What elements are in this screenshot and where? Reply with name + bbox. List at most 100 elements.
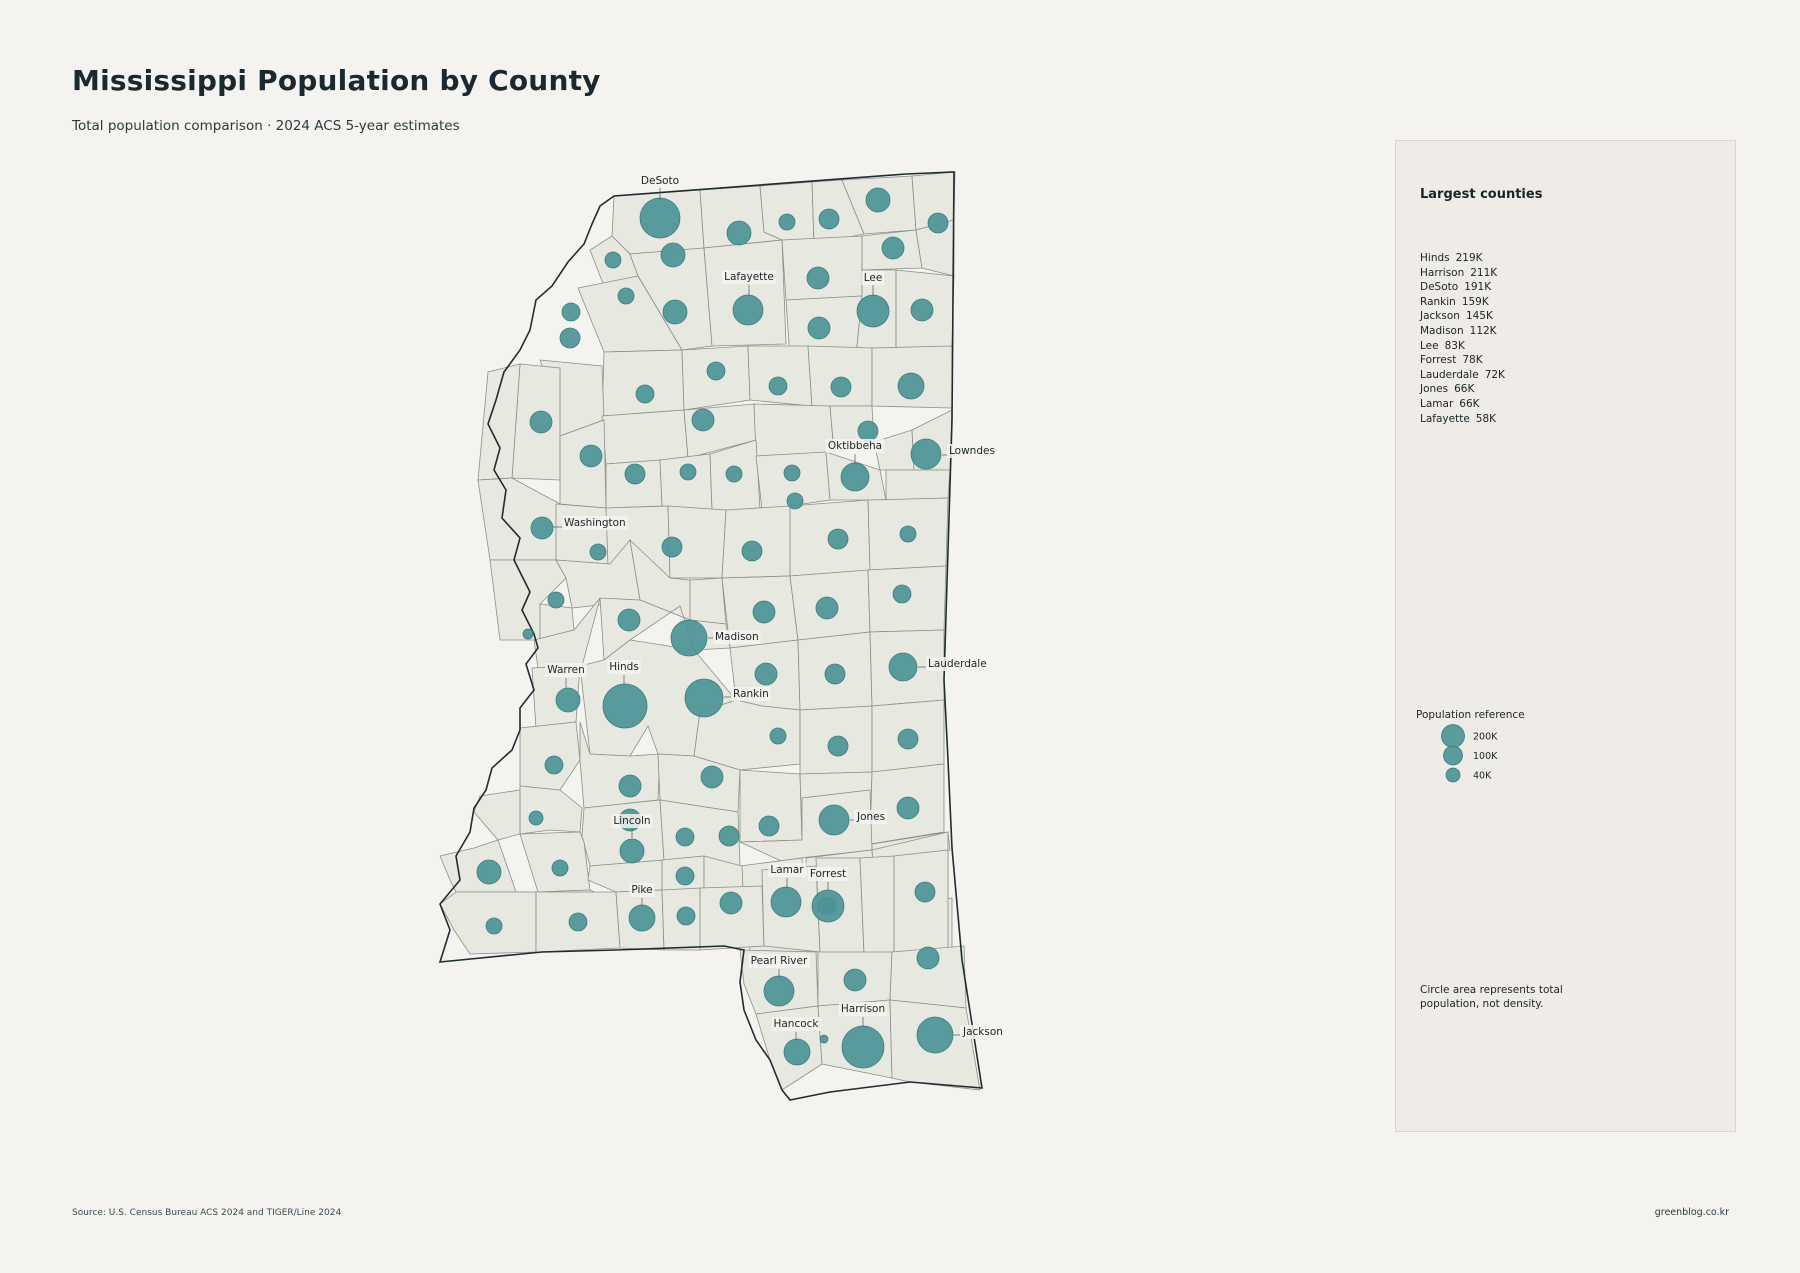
county-bubble[interactable] [830, 376, 852, 398]
county-bubble[interactable] [661, 536, 683, 558]
county-bubble[interactable] [786, 492, 804, 510]
county-bubble[interactable] [741, 540, 763, 562]
county-bubble[interactable] [916, 946, 940, 970]
county-bubble[interactable] [778, 213, 796, 231]
county-bubble[interactable] [927, 212, 949, 234]
county-bubble[interactable] [824, 663, 846, 685]
county-label: Harrison [841, 1003, 885, 1015]
county-bubble[interactable] [628, 904, 656, 932]
site-credit[interactable]: greenblog.co.kr [1654, 1207, 1729, 1218]
county-bubble[interactable] [827, 735, 849, 757]
county-bubble[interactable] [700, 765, 724, 789]
county-bubble[interactable] [818, 208, 840, 230]
county-bubble[interactable] [892, 584, 912, 604]
largest-county-item: DeSoto 191K [1420, 280, 1505, 295]
county-bubble[interactable] [639, 197, 681, 239]
county-bubble[interactable] [888, 652, 918, 682]
page-subtitle: Total population comparison · 2024 ACS 5… [72, 118, 460, 134]
county-bubble[interactable] [660, 242, 686, 268]
county-bubble[interactable] [617, 287, 635, 305]
label-background [731, 687, 771, 701]
county-population: 159K [1461, 295, 1489, 308]
county-bubble[interactable] [604, 251, 622, 269]
county-label: Oktibbeha [828, 440, 882, 452]
county-population: 211K [1470, 266, 1498, 279]
county-bubble[interactable] [726, 220, 752, 246]
county-bubble[interactable] [865, 187, 891, 213]
county-bubble[interactable] [897, 372, 925, 400]
largest-county-item: Rankin 159K [1420, 295, 1505, 310]
county-bubble[interactable] [691, 408, 715, 432]
county-bubble[interactable] [899, 525, 917, 543]
county-bubble[interactable] [619, 838, 645, 864]
county-bubble[interactable] [916, 1016, 954, 1054]
county-bubble[interactable] [752, 600, 776, 624]
county-bubble[interactable] [840, 462, 870, 492]
county-bubble[interactable] [754, 662, 778, 686]
county-bubble[interactable] [881, 236, 905, 260]
county-bubble[interactable] [670, 619, 708, 657]
county-bubble[interactable] [544, 755, 564, 775]
county-bubble[interactable] [857, 420, 879, 442]
county-bubble[interactable] [579, 444, 603, 468]
county-bubble[interactable] [856, 294, 890, 328]
county-bubble[interactable] [675, 827, 695, 847]
county-population: 72K [1484, 368, 1505, 381]
county-bubble[interactable] [635, 384, 655, 404]
county-bubble[interactable] [769, 727, 787, 745]
county-bubble[interactable] [910, 438, 942, 470]
county-bubble[interactable] [807, 316, 831, 340]
county-bubble[interactable] [476, 859, 502, 885]
county-bubble[interactable] [530, 516, 554, 540]
county-label: Madison [715, 631, 759, 643]
county-bubble[interactable] [783, 464, 801, 482]
county-bubble[interactable] [783, 1038, 811, 1066]
county-label: Lincoln [613, 815, 650, 827]
county-bubble[interactable] [732, 294, 764, 326]
county-bubble[interactable] [522, 628, 534, 640]
county-bubble[interactable] [528, 810, 544, 826]
county-bubble[interactable] [676, 906, 696, 926]
largest-county-item: Lafayette 58K [1420, 412, 1505, 427]
county-bubble[interactable] [559, 327, 581, 349]
county-bubble[interactable] [602, 683, 648, 729]
county-bubble[interactable] [896, 796, 920, 820]
county-bubble[interactable] [806, 266, 830, 290]
county-bubble[interactable] [618, 774, 642, 798]
county-bubble[interactable] [897, 728, 919, 750]
county-bubble[interactable] [770, 886, 802, 918]
county-bubble[interactable] [725, 465, 743, 483]
county-bubble[interactable] [763, 975, 795, 1007]
county-bubble[interactable] [768, 376, 788, 396]
county-bubble[interactable] [485, 917, 503, 935]
county-bubble[interactable] [617, 608, 641, 632]
panel-title: Largest counties [1420, 187, 1543, 202]
reference-bubble [1443, 745, 1463, 766]
county-bubble[interactable] [547, 591, 565, 609]
county-bubble[interactable] [719, 891, 743, 915]
county-bubble[interactable] [914, 881, 936, 903]
county-bubble[interactable] [675, 866, 695, 886]
county-bubble[interactable] [662, 299, 688, 325]
county-bubble[interactable] [555, 687, 581, 713]
county-name: Jackson [1420, 310, 1460, 323]
county-bubble[interactable] [589, 543, 607, 561]
county-bubble[interactable] [568, 912, 588, 932]
county-bubble[interactable] [529, 410, 553, 434]
county-bubble[interactable] [910, 298, 934, 322]
county-bubble[interactable] [811, 889, 845, 923]
county-bubble[interactable] [684, 678, 724, 718]
county-bubble[interactable] [561, 302, 581, 322]
county-bubble[interactable] [718, 825, 740, 847]
county-bubble[interactable] [551, 859, 569, 877]
county-bubble[interactable] [843, 968, 867, 992]
county-bubble[interactable] [818, 804, 850, 836]
county-bubble[interactable] [841, 1025, 885, 1069]
county-bubble[interactable] [679, 463, 697, 481]
county-bubble[interactable] [815, 596, 839, 620]
county-bubble[interactable] [827, 528, 849, 550]
county-bubble[interactable] [758, 815, 780, 837]
county-bubble[interactable] [819, 1034, 829, 1044]
county-bubble[interactable] [706, 361, 726, 381]
county-bubble[interactable] [624, 463, 646, 485]
